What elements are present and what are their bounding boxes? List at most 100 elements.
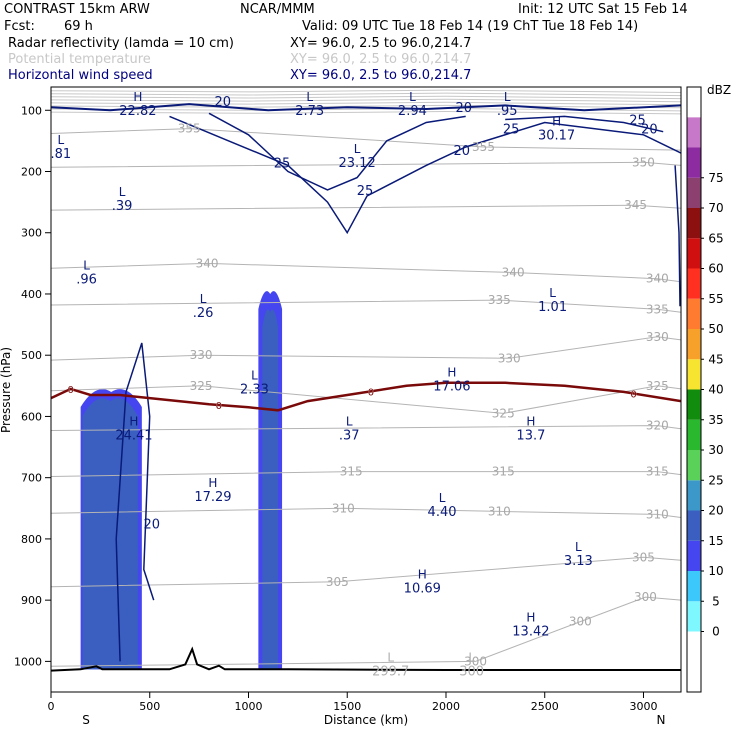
extremum-marker: H22.82 <box>119 90 156 119</box>
colorbar-swatch <box>687 238 701 269</box>
theta-contour-340 <box>51 262 681 283</box>
theta-label: 330 <box>190 348 213 362</box>
theta-label: 325 <box>190 379 213 393</box>
y-tick-label: 400 <box>21 288 42 301</box>
colorbar-label: 10 <box>708 564 723 578</box>
theta-contour-330 <box>51 336 681 361</box>
extremum-value: 3.13 <box>564 554 593 569</box>
colorbar-label: 25 <box>708 473 723 487</box>
extremum-type: H <box>129 415 138 429</box>
wind-label: 20 <box>641 123 658 138</box>
extremum-value: 17.06 <box>433 380 470 395</box>
extremum-marker: H17.06 <box>433 366 470 395</box>
extremum-marker: H13.7 <box>516 415 545 444</box>
wind-label: 25 <box>629 113 646 128</box>
extremum-type: L <box>200 292 207 306</box>
colorbar-swatch <box>687 329 701 360</box>
colorbar-label: 70 <box>708 201 723 215</box>
x-tick-label: 1500 <box>333 700 361 713</box>
theta-label: 305 <box>632 550 655 564</box>
colorbar-label: 40 <box>708 383 723 397</box>
x-tick-label: 1000 <box>234 700 262 713</box>
theta-contour-300 <box>51 596 681 667</box>
theta-contour-355 <box>51 128 681 151</box>
wind-contour <box>674 165 681 307</box>
field-name-wind: Horizontal wind speed <box>8 68 153 83</box>
theta-contour-325 <box>51 385 681 414</box>
theta-contour-upper <box>51 89 681 93</box>
theta-label: 355 <box>178 122 201 136</box>
extremum-marker: L.95 <box>497 90 518 119</box>
y-tick-label: 200 <box>21 166 42 179</box>
theta-label: 330 <box>646 330 669 344</box>
field-xy-theta: XY= 96.0, 2.5 to 96.0,214.7 <box>290 52 471 67</box>
colorbar-swatch <box>687 389 701 420</box>
colorbar-swatch <box>687 661 701 692</box>
colorbar-label: 0 <box>712 625 720 639</box>
forecast-label: Fcst: <box>4 19 35 34</box>
center-name: NCAR/MMM <box>240 2 315 17</box>
y-tick-label: 900 <box>21 594 42 607</box>
reflectivity-column <box>262 309 279 670</box>
forecast-hours: 69 h <box>64 19 93 34</box>
colorbar-label: 35 <box>708 413 723 427</box>
extremum-type: L <box>346 415 353 429</box>
theta-label: 355 <box>472 140 495 154</box>
extremum-marker: L2.73 <box>295 90 324 119</box>
colorbar-label: 55 <box>708 292 723 306</box>
plot-frame <box>50 86 682 693</box>
theta-contour-315 <box>51 471 681 477</box>
colorbar-swatch <box>687 147 701 178</box>
extremum-value: .39 <box>112 199 133 214</box>
colorbar-swatch <box>687 117 701 148</box>
theta-contour-350 <box>51 161 681 168</box>
colorbar-label: 60 <box>708 262 723 276</box>
wind-label: 25 <box>357 184 374 199</box>
colorbar-label: 15 <box>708 534 723 548</box>
colorbar-swatch <box>687 208 701 239</box>
reflectivity-column <box>82 398 138 670</box>
extremum-type: H <box>447 366 456 380</box>
theta-label: 315 <box>646 465 669 479</box>
theta-label: 330 <box>498 351 521 365</box>
colorbar-swatch <box>687 601 701 632</box>
theta-contour-upper <box>51 101 681 106</box>
x-end-label-north: N <box>657 713 666 727</box>
zero-isotherm-label: 0 <box>216 401 222 412</box>
extremum-marker: H13.42 <box>512 611 549 640</box>
extremum-type: H <box>133 90 142 104</box>
y-tick-label: 1000 <box>14 655 42 668</box>
extremum-value: 2.73 <box>295 104 324 119</box>
x-tick-label: 500 <box>139 700 160 713</box>
reflectivity-layer <box>80 291 283 670</box>
x-axis-label: Distance (km) <box>324 713 408 727</box>
extremum-value: .26 <box>193 306 214 321</box>
extremum-value: 2.33 <box>240 383 269 398</box>
extrema-labels: H22.82L.81L.39L.96L.26L2.73L23.12L2.94L.… <box>51 90 593 679</box>
theta-label: 310 <box>646 507 669 521</box>
theta-label: 310 <box>332 501 355 515</box>
extremum-value: 30.17 <box>538 129 575 144</box>
y-tick-label: 300 <box>21 227 42 240</box>
extremum-type: H <box>552 115 561 129</box>
wind-label: 25 <box>274 156 291 171</box>
zero-isotherm-line <box>51 381 681 412</box>
theta-contour-upper <box>51 92 681 97</box>
theta-label: 305 <box>326 575 349 589</box>
y-tick-label: 100 <box>21 104 42 117</box>
colorbar-label: 45 <box>708 352 723 366</box>
theta-label: 300 <box>634 590 657 604</box>
theta-contour-320 <box>51 425 681 431</box>
extremum-type: L <box>83 258 90 272</box>
extremum-marker: H24.41 <box>115 415 152 444</box>
colorbar-swatch <box>687 87 701 118</box>
wind-label: 20 <box>143 518 160 533</box>
extremum-marker: L.39 <box>112 185 133 214</box>
extremum-type: L <box>354 142 361 156</box>
theta-label: 310 <box>488 504 511 518</box>
extremum-value: .37 <box>339 429 360 444</box>
theta-contour-upper <box>51 98 681 103</box>
extremum-type: L <box>119 185 126 199</box>
wind-layer <box>51 103 681 662</box>
theta-label: 315 <box>340 465 363 479</box>
